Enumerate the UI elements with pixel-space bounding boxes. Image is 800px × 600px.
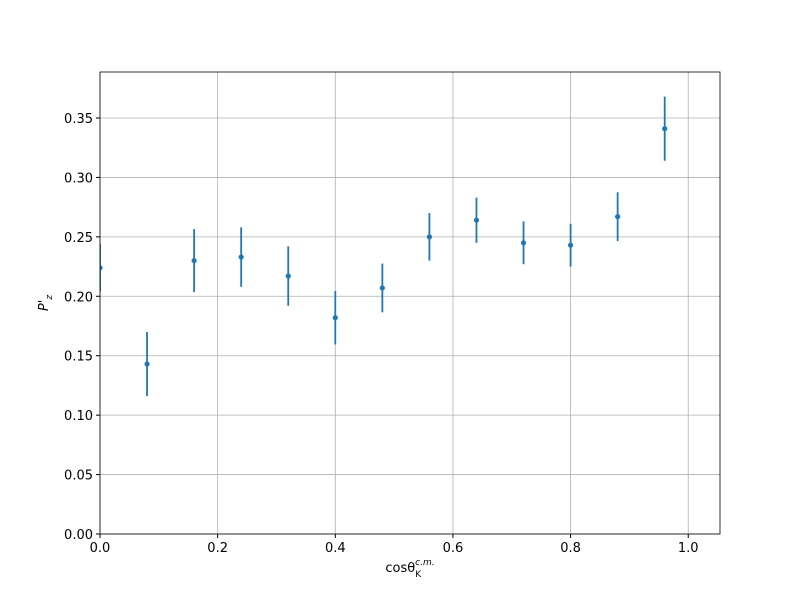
x-tick-label: 1.0 [678, 541, 699, 556]
x-tick-label: 0.6 [443, 541, 464, 556]
data-point [191, 258, 197, 264]
data-point [426, 234, 433, 240]
x-tick-label: 0.4 [325, 541, 346, 556]
ticks: 0.0 0.2 0.4 0.6 0.8 1.0 0.00 0.05 0.10 0.15 0.20 0.… [64, 112, 699, 556]
x-tick-label: 0.2 [207, 541, 228, 556]
data-point [100, 265, 103, 271]
data-point [567, 242, 574, 248]
data-point [615, 214, 621, 220]
y-label-sub: z [45, 295, 55, 301]
y-tick-label: 0.05 [64, 469, 93, 484]
data-point [379, 285, 385, 291]
x-label-base: cosθ [385, 561, 415, 576]
data-point [238, 254, 244, 260]
data-point [285, 273, 291, 279]
x-tick-label: 0.0 [90, 541, 111, 556]
y-tick-label: 0.30 [64, 171, 93, 186]
data-point [473, 217, 480, 223]
y-label-base: P' [37, 300, 52, 311]
y-tick-label: 0.35 [64, 112, 93, 127]
x-label-sub: K [415, 570, 422, 580]
x-axis-label: cosθKc.m. [385, 558, 434, 580]
y-tick-label: 0.20 [64, 290, 93, 305]
data-point [144, 361, 150, 367]
y-tick-label: 0.25 [64, 231, 93, 246]
x-label-sup: c.m. [415, 558, 434, 568]
data-point [520, 240, 527, 246]
grid [99, 72, 720, 535]
data-point [662, 126, 668, 132]
x-tick-label: 0.8 [560, 541, 581, 556]
axes-frame [99, 71, 721, 535]
plot-area [100, 96, 668, 397]
data-point [332, 315, 338, 321]
y-tick-label: 0.10 [64, 409, 93, 424]
y-axis-label: P'z [37, 295, 55, 311]
y-tick-label: 0.15 [64, 350, 93, 365]
y-tick-label: 0.00 [64, 528, 93, 543]
